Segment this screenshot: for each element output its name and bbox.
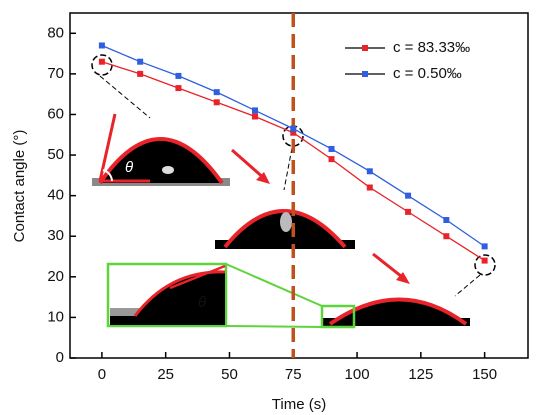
y-tick-label: 80 bbox=[47, 24, 64, 41]
point bbox=[290, 129, 297, 136]
inset-drops bbox=[91, 54, 496, 329]
point bbox=[251, 113, 258, 120]
point bbox=[137, 70, 144, 77]
y-tick-label: 60 bbox=[47, 105, 64, 122]
x-tick-label: 150 bbox=[472, 366, 497, 383]
y-tick-label: 70 bbox=[47, 65, 64, 82]
point bbox=[366, 184, 373, 191]
legend-marker bbox=[362, 71, 368, 77]
y-tick-label: 10 bbox=[47, 308, 64, 325]
point bbox=[328, 145, 335, 152]
y-tick-label: 40 bbox=[47, 187, 64, 204]
point bbox=[481, 257, 488, 264]
point bbox=[137, 58, 144, 65]
point bbox=[405, 208, 412, 215]
x-tick-label: 100 bbox=[345, 366, 370, 383]
point bbox=[98, 42, 105, 49]
annotation: θ bbox=[125, 159, 133, 176]
annotation: θ bbox=[198, 294, 206, 311]
point bbox=[366, 168, 373, 175]
y-axis-label: Contact angle (°) bbox=[11, 130, 28, 243]
x-tick-label: 75 bbox=[285, 366, 302, 383]
point bbox=[175, 85, 182, 92]
plot-frame bbox=[69, 12, 529, 359]
point bbox=[175, 72, 182, 79]
point bbox=[251, 107, 258, 114]
y-tick-label: 0 bbox=[56, 349, 64, 366]
legend-label: c = 83.33‰ bbox=[393, 39, 470, 56]
point bbox=[98, 58, 105, 65]
x-tick-label: 125 bbox=[408, 366, 433, 383]
point bbox=[328, 156, 335, 163]
point bbox=[443, 233, 450, 240]
y-tick-label: 20 bbox=[47, 268, 64, 285]
x-tick-label: 50 bbox=[221, 366, 238, 383]
legend-label: c = 0.50‰ bbox=[393, 65, 462, 82]
point bbox=[213, 99, 220, 106]
point bbox=[443, 217, 450, 223]
point bbox=[481, 243, 488, 250]
point bbox=[213, 89, 220, 96]
point bbox=[405, 192, 412, 199]
y-tick-label: 30 bbox=[47, 227, 64, 244]
x-tick-label: 25 bbox=[157, 366, 174, 383]
legend-marker bbox=[362, 45, 368, 51]
x-tick-label: 0 bbox=[98, 366, 106, 383]
x-axis-label: Time (s) bbox=[272, 396, 326, 413]
point bbox=[290, 125, 297, 132]
y-tick-label: 50 bbox=[47, 146, 64, 163]
